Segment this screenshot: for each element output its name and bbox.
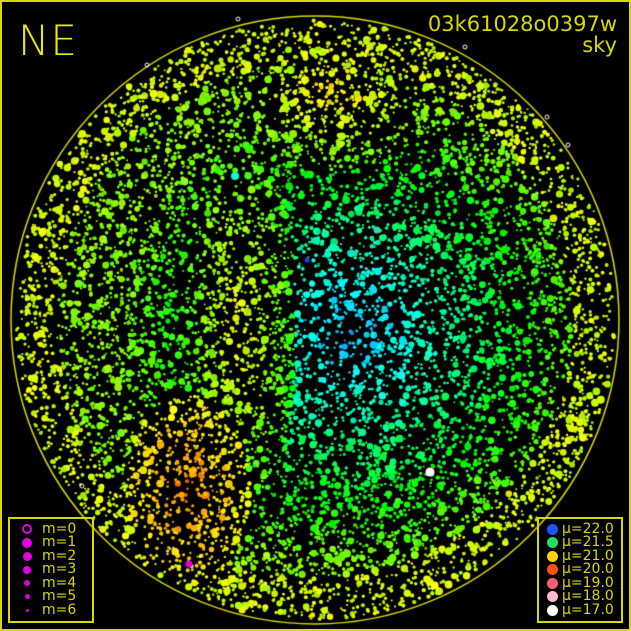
brightness-color-icon: [547, 604, 558, 616]
brightness-color-icon: [547, 523, 558, 535]
brightness-label: μ=17.0: [562, 601, 614, 618]
magnitude-symbol-icon: [24, 580, 30, 587]
brightness-color-icon: [547, 537, 558, 549]
magnitude-legend-row: m=6: [18, 601, 84, 618]
image-identifier: 03k61028o0397w sky: [428, 14, 617, 56]
brightness-color-icon: [547, 564, 558, 576]
orientation-label: NE: [18, 16, 78, 65]
brightness-label: μ=21.5: [562, 534, 614, 550]
magnitude-label: m=0: [42, 520, 77, 537]
brightness-color-icon: [547, 591, 558, 603]
magnitude-label: m=4: [42, 574, 77, 591]
brightness-legend-row: μ=20.0: [547, 561, 614, 577]
brightness-color-icon: [547, 550, 558, 562]
brightness-legend-row: μ=17.0: [547, 601, 614, 618]
brightness-legend-row: μ=22.0: [547, 520, 614, 537]
magnitude-symbol-icon: [23, 565, 31, 574]
magnitude-symbol-icon: [25, 608, 29, 612]
magnitude-legend-row: m=1: [18, 534, 84, 550]
magnitude-symbol-icon: [22, 524, 32, 535]
brightness-legend-row: μ=19.0: [547, 574, 614, 591]
magnitude-symbol-icon: [22, 537, 32, 548]
brightness-label: μ=21.0: [562, 547, 614, 564]
magnitude-label: m=6: [42, 601, 77, 618]
magnitude-legend-row: m=0: [18, 520, 84, 537]
magnitude-symbol-icon: [22, 551, 32, 561]
magnitude-label: m=2: [42, 547, 77, 564]
brightness-label: μ=22.0: [562, 520, 614, 537]
magnitude-label: m=3: [42, 561, 77, 577]
brightness-legend-row: μ=21.5: [547, 534, 614, 550]
magnitude-label: m=1: [42, 534, 77, 550]
brightness-label: μ=19.0: [562, 574, 614, 591]
magnitude-legend-row: m=3: [18, 561, 84, 577]
magnitude-legend-row: m=4: [18, 574, 84, 591]
image-id: 03k61028o0397w: [427, 12, 617, 36]
brightness-label: μ=20.0: [562, 561, 614, 577]
magnitude-legend-row: m=2: [18, 547, 84, 564]
magnitude-legend: m=0 m=1 m=2 m=3 m=4 m=5 m=6: [8, 516, 94, 623]
surface-brightness-legend: μ=22.0 μ=21.5 μ=21.0 μ=20.0 μ=19.0 μ=18.0 μ=17…: [537, 516, 623, 623]
magnitude-legend-row: m=5: [18, 588, 84, 604]
magnitude-label: m=5: [42, 588, 77, 604]
image-type: sky: [582, 33, 617, 57]
brightness-label: μ=18.0: [562, 588, 614, 604]
brightness-legend-row: μ=21.0: [547, 547, 614, 564]
brightness-color-icon: [547, 577, 558, 589]
magnitude-symbol-icon: [24, 594, 30, 600]
brightness-legend-row: μ=18.0: [547, 588, 614, 604]
